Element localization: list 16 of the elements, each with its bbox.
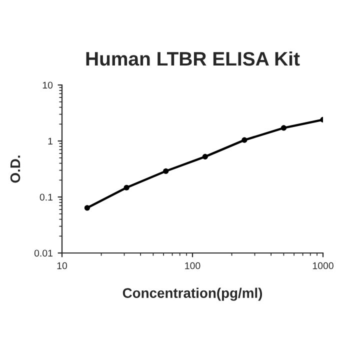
x-tick-label: 100: [185, 262, 200, 270]
y-tick-label: 0.1: [40, 194, 52, 201]
point: [124, 184, 130, 190]
point: [84, 205, 90, 211]
point: [163, 168, 169, 174]
point: [280, 125, 286, 131]
x-tick-label: 10: [57, 262, 68, 270]
point: [202, 154, 208, 160]
y-tick-label: 10: [42, 82, 53, 89]
y-axis-title: O.D.: [10, 156, 20, 183]
x-tick-label: 1000: [312, 262, 334, 270]
y-tick-label: 1: [48, 138, 52, 145]
y-tick-label: 0.01: [34, 250, 52, 257]
point: [242, 137, 248, 143]
x-axis-title: Concentration(pg/ml): [122, 288, 262, 301]
chart-title: Human LTBR ELISA Kit: [86, 51, 300, 66]
